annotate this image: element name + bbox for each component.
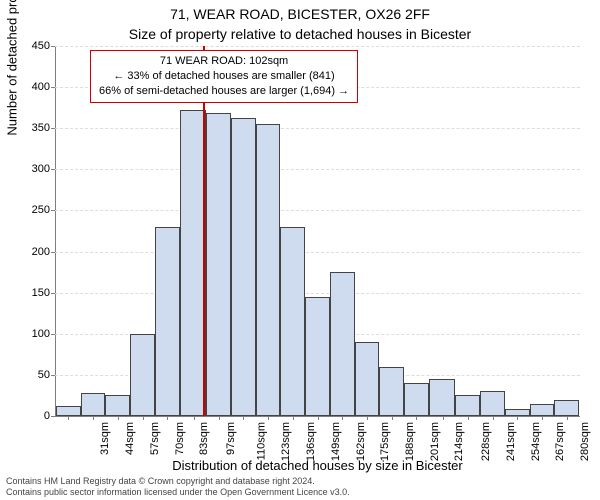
x-tick-mark bbox=[118, 416, 119, 420]
y-tick-label: 50 bbox=[5, 369, 50, 381]
x-tick-mark bbox=[243, 416, 244, 420]
x-tick-label: 188sqm bbox=[404, 422, 416, 461]
x-tick-mark bbox=[542, 416, 543, 420]
histogram-bar bbox=[280, 227, 305, 416]
x-tick-mark bbox=[443, 416, 444, 420]
x-axis-title: Distribution of detached houses by size … bbox=[55, 458, 580, 473]
x-tick-label: 110sqm bbox=[255, 422, 267, 460]
y-tick-mark bbox=[51, 210, 55, 211]
y-axis-title: Number of detached properties bbox=[5, 0, 20, 231]
x-tick-mark bbox=[367, 416, 368, 420]
histogram-bar bbox=[81, 393, 106, 416]
histogram-bar bbox=[330, 272, 355, 416]
histogram-bar bbox=[206, 113, 231, 416]
x-tick-label: 57sqm bbox=[149, 422, 161, 455]
x-tick-mark bbox=[268, 416, 269, 420]
x-tick-mark bbox=[194, 416, 195, 420]
x-tick-mark bbox=[93, 416, 94, 420]
x-tick-label: 136sqm bbox=[305, 422, 317, 461]
x-tick-mark bbox=[567, 416, 568, 420]
histogram-bar bbox=[429, 379, 456, 416]
histogram-bar bbox=[256, 124, 281, 416]
x-tick-mark bbox=[318, 416, 319, 420]
histogram-bar bbox=[180, 110, 207, 416]
x-tick-mark bbox=[219, 416, 220, 420]
x-tick-mark bbox=[68, 416, 69, 420]
x-tick-mark bbox=[293, 416, 294, 420]
y-tick-label: 0 bbox=[5, 410, 50, 422]
grid-line bbox=[55, 169, 580, 170]
histogram-bar bbox=[530, 404, 555, 416]
y-tick-label: 100 bbox=[5, 328, 50, 340]
annotation-box: 71 WEAR ROAD: 102sqm ← 33% of detached h… bbox=[90, 50, 358, 103]
x-tick-label: 241sqm bbox=[505, 422, 517, 461]
y-tick-mark bbox=[51, 169, 55, 170]
grid-line bbox=[55, 293, 580, 294]
attribution: Contains HM Land Registry data © Crown c… bbox=[6, 476, 350, 498]
histogram-bar bbox=[155, 227, 180, 416]
y-tick-mark bbox=[51, 293, 55, 294]
attribution-line-1: Contains HM Land Registry data © Crown c… bbox=[6, 476, 350, 487]
x-tick-mark bbox=[517, 416, 518, 420]
grid-line bbox=[55, 252, 580, 253]
x-tick-label: 83sqm bbox=[198, 422, 210, 455]
x-tick-mark bbox=[468, 416, 469, 420]
x-tick-mark bbox=[493, 416, 494, 420]
x-tick-label: 280sqm bbox=[579, 422, 591, 461]
x-tick-mark bbox=[342, 416, 343, 420]
x-tick-label: 214sqm bbox=[454, 422, 466, 461]
x-tick-label: 175sqm bbox=[379, 422, 391, 461]
chart-container: 71, WEAR ROAD, BICESTER, OX26 2FF Size o… bbox=[0, 0, 600, 500]
grid-line bbox=[55, 46, 580, 47]
x-tick-label: 44sqm bbox=[124, 422, 136, 455]
x-tick-label: 123sqm bbox=[280, 422, 292, 461]
attribution-line-2: Contains public sector information licen… bbox=[6, 487, 350, 498]
y-tick-mark bbox=[51, 334, 55, 335]
histogram-bar bbox=[554, 400, 579, 416]
histogram-bar bbox=[105, 395, 130, 416]
x-tick-mark bbox=[416, 416, 417, 420]
x-tick-label: 254sqm bbox=[530, 422, 542, 461]
x-tick-label: 70sqm bbox=[174, 422, 186, 455]
histogram-bar bbox=[455, 395, 480, 416]
y-tick-mark bbox=[51, 46, 55, 47]
x-tick-label: 97sqm bbox=[225, 422, 237, 455]
x-tick-mark bbox=[143, 416, 144, 420]
histogram-bar bbox=[231, 118, 256, 416]
title-line-2: Size of property relative to detached ho… bbox=[0, 26, 600, 42]
x-tick-label: 201sqm bbox=[429, 422, 441, 461]
histogram-bar bbox=[480, 391, 505, 416]
histogram-bar bbox=[305, 297, 330, 416]
x-tick-mark bbox=[167, 416, 168, 420]
histogram-bar bbox=[379, 367, 404, 416]
x-tick-label: 162sqm bbox=[355, 422, 367, 461]
y-tick-mark bbox=[51, 416, 55, 417]
x-tick-label: 31sqm bbox=[99, 422, 111, 455]
annotation-line-1: 71 WEAR ROAD: 102sqm bbox=[99, 54, 349, 69]
grid-line bbox=[55, 210, 580, 211]
annotation-line-2: ← 33% of detached houses are smaller (84… bbox=[99, 69, 349, 84]
y-tick-label: 150 bbox=[5, 287, 50, 299]
x-tick-mark bbox=[392, 416, 393, 420]
y-tick-mark bbox=[51, 87, 55, 88]
histogram-bar bbox=[56, 406, 81, 416]
histogram-bar bbox=[130, 334, 155, 416]
y-tick-label: 200 bbox=[5, 246, 50, 258]
x-tick-label: 267sqm bbox=[554, 422, 566, 461]
histogram-bar bbox=[355, 342, 380, 416]
y-tick-mark bbox=[51, 128, 55, 129]
histogram-bar bbox=[404, 383, 429, 416]
grid-line bbox=[55, 128, 580, 129]
x-tick-label: 149sqm bbox=[330, 422, 342, 461]
y-tick-mark bbox=[51, 252, 55, 253]
title-line-1: 71, WEAR ROAD, BICESTER, OX26 2FF bbox=[0, 6, 600, 22]
annotation-line-3: 66% of semi-detached houses are larger (… bbox=[99, 84, 349, 99]
y-tick-mark bbox=[51, 375, 55, 376]
x-tick-label: 228sqm bbox=[480, 422, 492, 461]
